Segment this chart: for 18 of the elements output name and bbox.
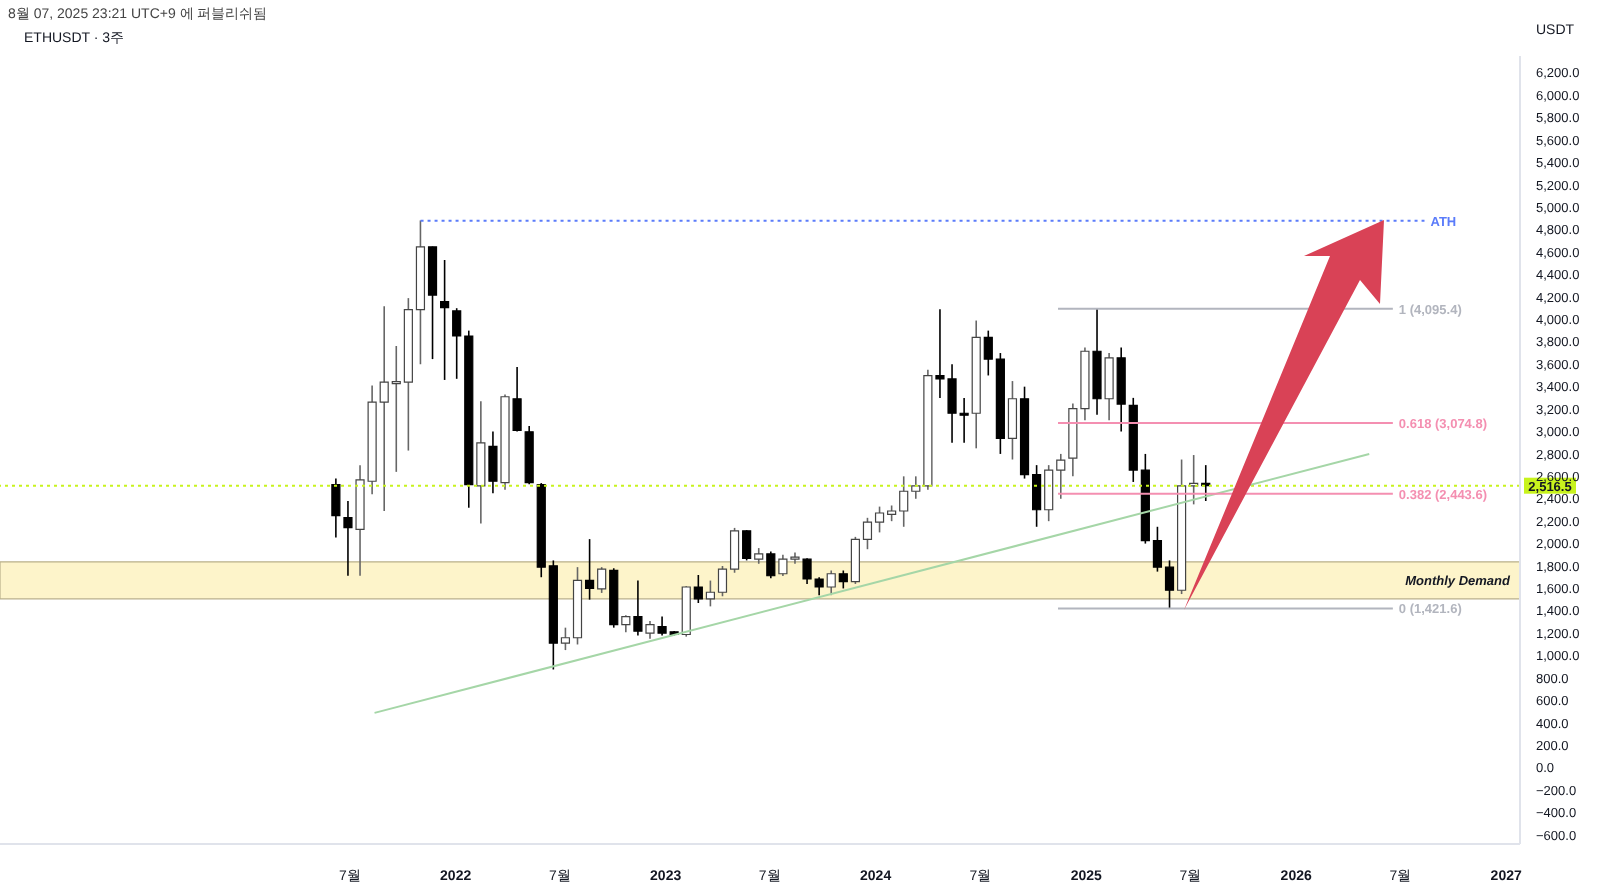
candlestick (826, 569, 836, 596)
candlestick (1007, 380, 1018, 461)
candlestick (331, 477, 341, 539)
candlestick (633, 579, 643, 637)
candlestick (512, 366, 522, 433)
candlestick (766, 550, 776, 580)
candlestick (597, 566, 607, 594)
candlestick (476, 400, 486, 525)
candlestick (343, 500, 353, 577)
candlestick (440, 259, 450, 381)
candlestick (1116, 346, 1126, 433)
candlestick (1092, 307, 1102, 416)
candlestick (681, 585, 691, 638)
candlestick (742, 529, 752, 562)
candlestick (488, 430, 498, 494)
candlestick (693, 574, 703, 604)
candlestick (584, 538, 595, 601)
candlestick (1104, 352, 1114, 422)
